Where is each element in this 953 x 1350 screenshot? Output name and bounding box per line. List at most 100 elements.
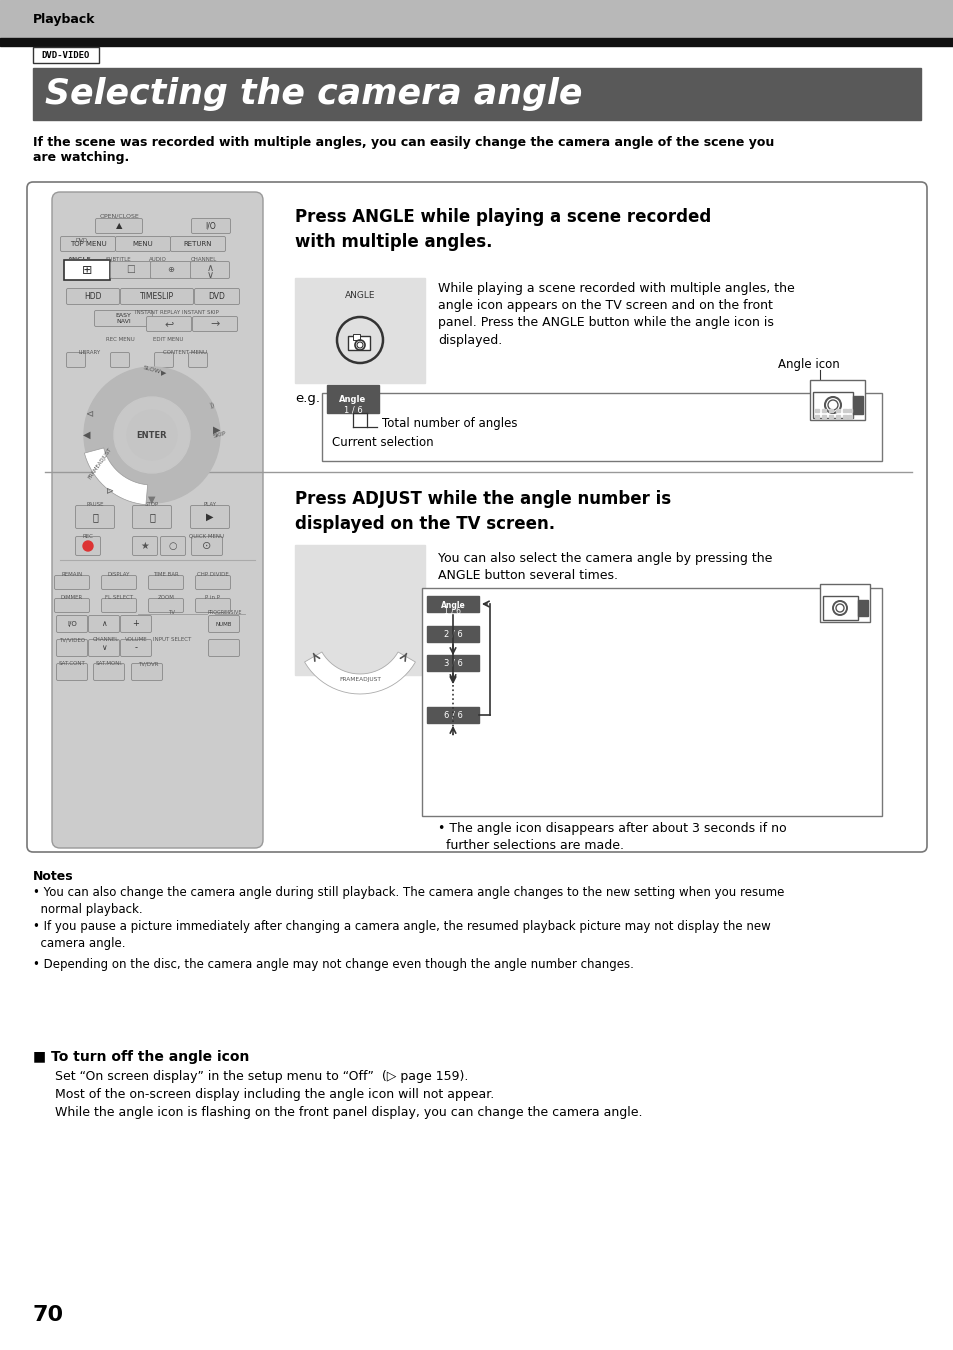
Text: SLOW: SLOW xyxy=(142,366,161,375)
Bar xyxy=(835,414,840,418)
Bar xyxy=(821,409,825,412)
Text: P in P: P in P xyxy=(205,595,220,599)
Text: ○: ○ xyxy=(169,541,177,551)
Bar xyxy=(33,47,99,63)
Text: RETURN: RETURN xyxy=(184,242,212,247)
FancyBboxPatch shape xyxy=(60,236,115,251)
Text: DVD-VIDEO: DVD-VIDEO xyxy=(42,50,91,59)
Text: 70: 70 xyxy=(33,1305,64,1324)
Bar xyxy=(427,626,478,643)
FancyBboxPatch shape xyxy=(101,575,136,590)
Bar xyxy=(421,589,882,815)
FancyBboxPatch shape xyxy=(149,598,183,613)
Bar xyxy=(294,278,424,383)
Text: Selecting the camera angle: Selecting the camera angle xyxy=(45,77,582,111)
Bar xyxy=(348,336,370,350)
Bar xyxy=(842,414,846,418)
FancyBboxPatch shape xyxy=(115,236,171,251)
FancyBboxPatch shape xyxy=(189,352,208,367)
Text: CONTENT MENU: CONTENT MENU xyxy=(163,350,207,355)
Text: TV/VIDEO: TV/VIDEO xyxy=(59,637,85,643)
FancyBboxPatch shape xyxy=(195,575,231,590)
Text: 2 / 6: 2 / 6 xyxy=(443,629,462,639)
FancyBboxPatch shape xyxy=(132,505,172,528)
FancyBboxPatch shape xyxy=(27,182,926,852)
Bar xyxy=(847,414,851,418)
Text: ∧: ∧ xyxy=(206,263,213,273)
Text: Press ANGLE while playing a scene recorded
with multiple angles.: Press ANGLE while playing a scene record… xyxy=(294,208,711,251)
Bar xyxy=(322,393,882,460)
FancyBboxPatch shape xyxy=(93,663,125,680)
Bar xyxy=(427,655,478,671)
FancyBboxPatch shape xyxy=(54,575,90,590)
Text: Total number of angles: Total number of angles xyxy=(381,417,517,429)
Text: ▶: ▶ xyxy=(213,425,220,435)
Text: SKIP: SKIP xyxy=(213,431,227,439)
FancyBboxPatch shape xyxy=(209,640,239,656)
Text: ⏸: ⏸ xyxy=(92,512,98,522)
Text: Most of the on-screen display including the angle icon will not appear.: Most of the on-screen display including … xyxy=(55,1088,494,1102)
Text: ∧: ∧ xyxy=(101,620,107,629)
FancyBboxPatch shape xyxy=(149,575,183,590)
Text: 3 / 6: 3 / 6 xyxy=(443,659,462,667)
Bar xyxy=(33,68,920,120)
Text: CHANNEL: CHANNEL xyxy=(191,256,217,262)
Text: Notes: Notes xyxy=(33,869,73,883)
Text: ⊕: ⊕ xyxy=(168,266,174,274)
Text: CHANNEL: CHANNEL xyxy=(92,637,119,643)
FancyBboxPatch shape xyxy=(132,663,162,680)
Bar xyxy=(809,379,864,420)
Text: DVD: DVD xyxy=(209,292,225,301)
Text: OPEN/CLOSE: OPEN/CLOSE xyxy=(100,213,140,217)
Text: Angle: Angle xyxy=(440,601,465,609)
Text: PROGRESSIVE: PROGRESSIVE xyxy=(208,610,242,616)
FancyBboxPatch shape xyxy=(192,219,231,234)
Text: I/O: I/O xyxy=(67,621,77,626)
FancyBboxPatch shape xyxy=(56,640,88,656)
Text: +: + xyxy=(132,620,139,629)
Bar xyxy=(814,414,818,418)
Text: MENU: MENU xyxy=(132,242,153,247)
Text: REMAIN: REMAIN xyxy=(61,572,83,576)
Text: DIMMER: DIMMER xyxy=(61,595,83,599)
FancyBboxPatch shape xyxy=(111,262,152,278)
Text: LIBRARY: LIBRARY xyxy=(79,350,101,355)
Text: FL SELECT: FL SELECT xyxy=(105,595,132,599)
FancyBboxPatch shape xyxy=(209,616,239,633)
Text: REC: REC xyxy=(83,535,93,539)
Text: ∨: ∨ xyxy=(101,644,107,652)
FancyBboxPatch shape xyxy=(67,352,86,367)
Text: ANGLE: ANGLE xyxy=(68,256,91,262)
FancyBboxPatch shape xyxy=(151,262,192,278)
FancyBboxPatch shape xyxy=(194,289,239,305)
Bar xyxy=(852,396,862,414)
FancyBboxPatch shape xyxy=(75,505,114,528)
Text: • Depending on the disc, the camera angle may not change even though the angle n: • Depending on the disc, the camera angl… xyxy=(33,958,633,971)
FancyBboxPatch shape xyxy=(132,536,157,555)
Circle shape xyxy=(113,397,190,472)
Text: ★: ★ xyxy=(140,541,150,551)
FancyBboxPatch shape xyxy=(171,236,225,251)
Text: • You can also change the camera angle during still playback. The camera angle c: • You can also change the camera angle d… xyxy=(33,886,783,915)
FancyBboxPatch shape xyxy=(56,663,88,680)
Text: Current selection: Current selection xyxy=(332,436,434,450)
Bar xyxy=(64,261,110,279)
Text: DVD: DVD xyxy=(76,238,88,243)
Text: AUDIO: AUDIO xyxy=(149,256,167,262)
Text: I/O: I/O xyxy=(206,221,216,231)
Text: SAT.CONT: SAT.CONT xyxy=(58,662,85,666)
Text: TV: TV xyxy=(169,610,175,616)
Bar xyxy=(353,333,359,340)
FancyBboxPatch shape xyxy=(147,316,192,332)
Bar xyxy=(812,392,852,418)
Bar xyxy=(427,595,478,612)
Text: TIMESLIP: TIMESLIP xyxy=(140,292,173,301)
Text: ◀: ◀ xyxy=(83,431,91,440)
Text: ⏹: ⏹ xyxy=(149,512,154,522)
Bar xyxy=(821,414,825,418)
FancyBboxPatch shape xyxy=(111,352,130,367)
FancyBboxPatch shape xyxy=(95,219,142,234)
Text: PAUSE: PAUSE xyxy=(86,502,104,508)
Text: HDD: HDD xyxy=(84,292,102,301)
Text: ZOOM: ZOOM xyxy=(157,595,174,599)
